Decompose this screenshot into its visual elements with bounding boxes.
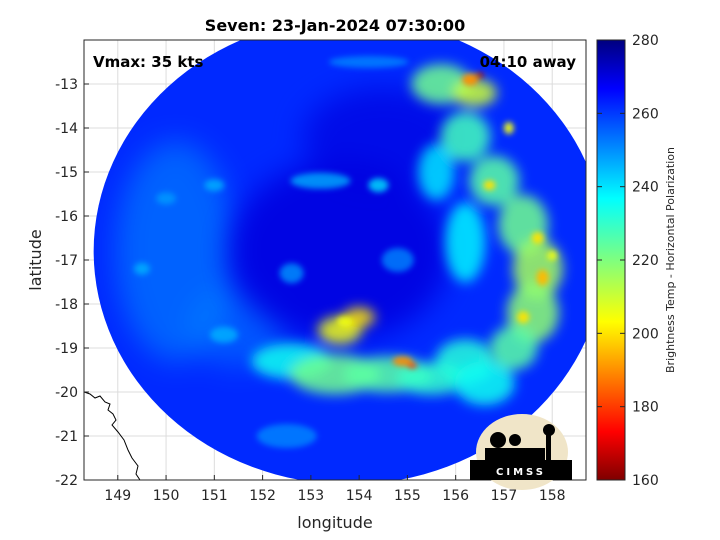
rainband-blob xyxy=(440,111,491,162)
x-tick-label: 158 xyxy=(539,488,566,504)
logo-building xyxy=(485,448,545,462)
colorbar-tick-label: 200 xyxy=(632,326,659,342)
hot-cell xyxy=(503,122,514,134)
y-tick-label: -16 xyxy=(55,209,78,225)
x-tick-label: 157 xyxy=(491,488,518,504)
y-tick-label: -13 xyxy=(55,77,78,93)
colorbar-tick-label: 260 xyxy=(632,106,659,122)
colorbar-tick-label: 280 xyxy=(632,33,659,49)
rainband-blob xyxy=(452,78,497,107)
hot-cell xyxy=(392,356,413,367)
y-axis-ticks: -13 -14 -15 -16 -17 -18 -19 -20 -21 -22 xyxy=(55,77,89,489)
x-tick-label: 156 xyxy=(442,488,469,504)
x-tick-label: 155 xyxy=(394,488,421,504)
hot-cell xyxy=(407,362,418,369)
rainband-blob xyxy=(418,144,455,200)
chart-title: Seven: 23-Jan-2024 07:30:00 xyxy=(205,16,465,35)
satellite-dish-icon-2 xyxy=(509,434,521,446)
hot-cell xyxy=(483,180,496,191)
light-patch xyxy=(290,172,351,189)
rainband-blob xyxy=(489,326,538,370)
eastern-hot-cells xyxy=(462,72,558,324)
colorbar-tick-label: 180 xyxy=(632,400,659,416)
hot-cell xyxy=(462,73,479,86)
light-patch xyxy=(279,263,304,284)
y-tick-label: -19 xyxy=(55,341,78,357)
x-tick-label: 151 xyxy=(201,488,228,504)
y-axis-label: latitude xyxy=(26,229,45,290)
colorbar-tick-label: 220 xyxy=(632,253,659,269)
microwave-swath xyxy=(93,40,586,480)
y-tick-label: -15 xyxy=(55,165,78,181)
rainband-blob xyxy=(469,155,520,206)
colorbar-tick-label: 160 xyxy=(632,473,659,489)
eye-core-blob xyxy=(229,161,450,342)
light-patch xyxy=(209,326,238,343)
light-patch xyxy=(328,56,409,68)
y-tick-label: -20 xyxy=(55,385,78,401)
y-tick-label: -21 xyxy=(55,429,78,445)
light-patch xyxy=(381,248,414,272)
light-patch xyxy=(133,262,150,275)
y-tick-label: -17 xyxy=(55,253,78,269)
time-away-label: 04:10 away xyxy=(480,53,577,71)
x-tick-label: 149 xyxy=(104,488,131,504)
colorbar-ticks: 280 260 240 220 200 180 160 xyxy=(597,33,659,489)
light-patch xyxy=(368,178,389,193)
cimss-logo: CIMSS xyxy=(470,414,572,490)
scattered-cells xyxy=(133,56,414,448)
hot-cell xyxy=(536,269,549,286)
x-tick-label: 154 xyxy=(346,488,373,504)
y-tick-label: -14 xyxy=(55,121,78,137)
colorbar-tick-label: 240 xyxy=(632,180,659,196)
water-tower-tank-icon xyxy=(543,424,555,436)
hot-cell xyxy=(517,311,530,324)
hot-cell xyxy=(531,232,544,244)
hot-cell xyxy=(547,250,558,261)
swath-features xyxy=(115,56,563,448)
southern-hot-cells xyxy=(336,316,418,369)
x-axis-label: longitude xyxy=(297,513,372,532)
rainband-blob xyxy=(454,361,515,406)
x-tick-label: 153 xyxy=(297,488,324,504)
x-tick-label: 150 xyxy=(153,488,180,504)
coastline xyxy=(84,391,141,480)
y-tick-label: -22 xyxy=(55,473,78,489)
rainband-blob xyxy=(445,202,486,283)
water-tower-icon xyxy=(546,432,551,462)
light-patch xyxy=(204,179,225,192)
y-tick-label: -18 xyxy=(55,297,78,313)
satellite-dish-icon xyxy=(490,432,506,448)
colorbar-label: Brightness Temp - Horizontal Polarizatio… xyxy=(664,147,677,373)
light-patch xyxy=(256,424,317,448)
hot-cell xyxy=(336,316,353,327)
hot-cell xyxy=(475,72,484,79)
logo-ground xyxy=(470,460,572,480)
eastern-rainband xyxy=(411,64,563,406)
vmax-label: Vmax: 35 kts xyxy=(93,53,203,71)
light-patch xyxy=(156,192,177,205)
logo-text: CIMSS xyxy=(496,467,546,478)
x-tick-label: 152 xyxy=(249,488,276,504)
